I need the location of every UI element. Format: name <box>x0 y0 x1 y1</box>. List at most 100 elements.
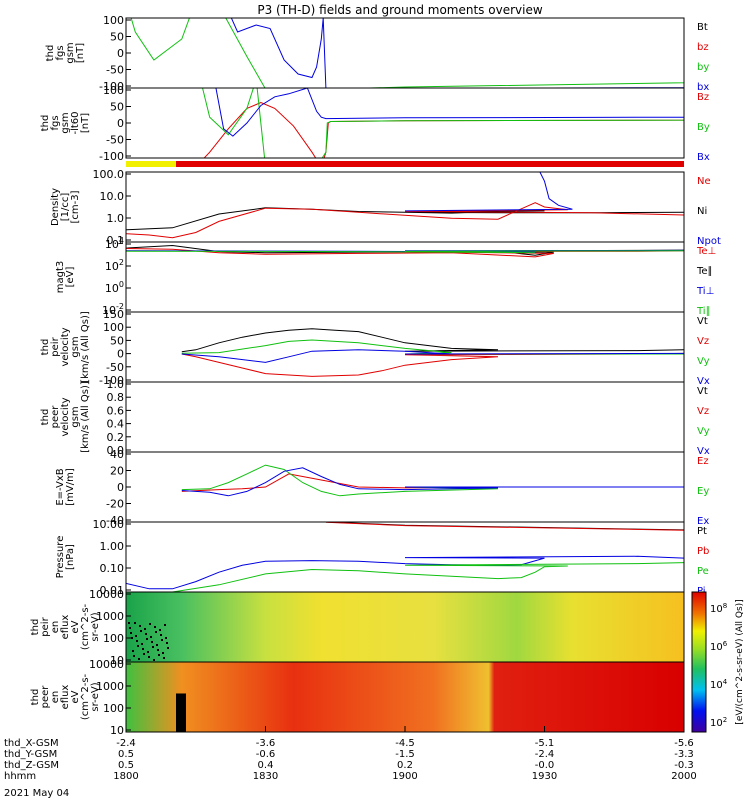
series-fgs_h-Bz <box>203 102 684 158</box>
legend-Ni: Ni <box>697 206 707 217</box>
y-tick-label: 50 <box>110 31 124 44</box>
series-fgs-bx <box>230 18 684 88</box>
noise-pixel <box>133 655 135 657</box>
colorbar-tick: 104 <box>710 678 728 691</box>
y-axis-label: thd <box>40 409 51 426</box>
y-axis-label: [eV] <box>65 267 76 288</box>
time-axis-value: -1.5 <box>395 749 415 760</box>
legend-By: By <box>697 122 710 133</box>
panel-frame <box>125 87 685 159</box>
y-tick-label: -100 <box>99 80 124 93</box>
noise-pixel <box>153 659 155 661</box>
y-axis-label: eflux <box>60 685 71 710</box>
legend-Bz: Bz <box>697 92 709 103</box>
noise-pixel <box>154 626 156 628</box>
y-axis-label: fgs <box>55 45 66 60</box>
y-tick-label: 0 <box>117 481 124 494</box>
y-axis-label: peer <box>40 685 51 709</box>
tick-exponent: 2 <box>723 716 727 724</box>
y-tick-label: 102 <box>105 258 124 273</box>
noise-pixel <box>138 658 140 660</box>
time-axis-value: -4.5 <box>395 738 415 749</box>
series-fgs-by <box>130 18 684 88</box>
series-temp-Ti∥ <box>126 250 684 254</box>
y-tick-label: 0 <box>117 117 124 130</box>
y-tick-label: 100 <box>103 84 124 97</box>
time-axis-value: 1900 <box>392 771 417 782</box>
noise-pixel <box>149 623 151 625</box>
spectrogram-peer_en <box>126 662 684 732</box>
legend-Vt: Vt <box>697 386 708 397</box>
y-tick-label: 10000 <box>89 658 124 671</box>
mode-bar-slow <box>176 161 684 167</box>
noise-pixel <box>146 638 148 640</box>
time-axis-value: -2.4 <box>535 749 555 760</box>
series-efield-Ey <box>181 464 684 497</box>
colorbar-tick: 106 <box>710 640 728 653</box>
y-tick-label: 10 <box>110 724 124 737</box>
legend-bz: bz <box>697 42 709 53</box>
time-axis-value: -3.6 <box>256 738 276 749</box>
y-tick-label: 0.01 <box>100 584 125 597</box>
y-axis-label: E=-VxB <box>55 468 66 505</box>
y-tick-label: -50 <box>106 64 124 77</box>
series-peir_v-Vz <box>181 352 684 377</box>
tick-exponent: 0 <box>119 280 124 289</box>
tick-base: 10 <box>710 604 723 615</box>
tick-exponent: 4 <box>723 678 728 686</box>
y-axis-label: peer <box>50 405 61 429</box>
y-tick-label: 0.10 <box>100 562 125 575</box>
legend-Vy: Vy <box>697 356 710 367</box>
noise-pixel <box>128 622 130 624</box>
panel-frame <box>125 171 685 243</box>
legend-Ez: Ez <box>697 456 709 467</box>
noise-pixel <box>162 652 164 654</box>
time-axis-row-label: hhmm <box>4 771 36 782</box>
series-temp-Te⊥ <box>126 248 684 258</box>
legend-Bx: Bx <box>697 152 710 163</box>
tick-base: 10 <box>105 260 119 273</box>
series-peir_v-Vy <box>181 339 684 355</box>
y-axis-label: en <box>50 691 61 704</box>
y-tick-label: -100 <box>99 374 124 387</box>
mode-bar-fast <box>126 161 176 167</box>
y-tick-label: 0.4 <box>107 418 125 431</box>
y-axis-label: thd <box>40 115 51 132</box>
legend-Ti∥: Ti∥ <box>696 306 711 317</box>
noise-pixel <box>160 634 162 636</box>
y-tick-label: 40 <box>110 448 124 461</box>
legend-Pt: Pt <box>697 526 707 537</box>
noise-pixel <box>131 637 133 639</box>
y-tick-label: 100 <box>103 14 124 27</box>
tick-exponent: -2 <box>116 302 124 311</box>
y-tick-label: 1.0 <box>107 378 125 391</box>
legend-Vt: Vt <box>697 316 708 327</box>
time-axis-row-label: thd_X-GSM <box>4 738 59 749</box>
noise-pixel <box>158 654 160 656</box>
legend-bx: bx <box>697 82 709 93</box>
y-axis-label: peir <box>40 616 51 636</box>
y-tick-label: 0 <box>117 47 124 60</box>
series-pressure-Pi <box>126 555 684 590</box>
noise-pixel <box>167 647 169 649</box>
y-axis-label: magt3 <box>55 261 66 294</box>
time-axis: thd_X-GSM -2.4 -3.6 -4.5 -5.1 -5.6 thd_Y-GSM 0.… <box>4 726 697 782</box>
noise-pixel <box>164 624 166 626</box>
y-axis-label: gsm <box>70 406 81 427</box>
noise-pixel <box>142 648 144 650</box>
y-tick-label: 1000 <box>96 610 124 623</box>
tick-base: 10 <box>710 680 723 691</box>
time-axis-row-label: thd_Z-GSM <box>4 760 59 771</box>
noise-pixel <box>156 644 158 646</box>
y-axis-label: (cm^2-s- <box>80 673 91 720</box>
y-axis-label: [nPa] <box>65 544 76 570</box>
y-tick-label: 104 <box>105 236 124 251</box>
y-tick-label: 20 <box>110 465 124 478</box>
y-tick-label: 1.0 <box>107 212 125 225</box>
panel-peir_en: 10000 1000 100 10 thd peir en eflux eV (cm^2-s-sr… <box>30 588 685 667</box>
noise-pixel <box>134 622 136 624</box>
y-axis-label: gsm <box>65 42 76 63</box>
series-efield-Ex <box>181 467 684 497</box>
panel-frame <box>125 381 685 453</box>
